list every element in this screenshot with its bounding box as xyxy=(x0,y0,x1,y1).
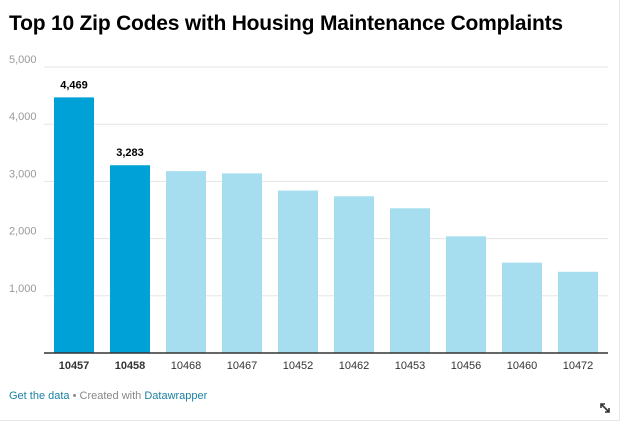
x-tick-label: 10453 xyxy=(395,360,426,372)
bar-10456 xyxy=(446,236,486,353)
datawrapper-link[interactable]: Datawrapper xyxy=(144,390,208,402)
bar-10460 xyxy=(502,262,542,353)
x-tick-label: 10460 xyxy=(507,360,538,372)
x-tick-label: 10462 xyxy=(339,360,370,372)
chart-title: Top 10 Zip Codes with Housing Maintenanc… xyxy=(9,12,563,35)
y-tick-label: 2,000 xyxy=(9,226,37,238)
y-tick-label: 4,000 xyxy=(9,111,37,123)
bar-10452 xyxy=(278,190,318,353)
bar-10458 xyxy=(110,165,150,353)
x-tick-label: 10467 xyxy=(227,360,258,372)
x-tick-label: 10457 xyxy=(59,360,90,372)
x-tick-label: 10456 xyxy=(451,360,482,372)
expand-icon[interactable] xyxy=(598,401,612,415)
x-tick-label: 10472 xyxy=(563,360,594,372)
bar-10457 xyxy=(54,97,94,353)
x-tick-label: 10468 xyxy=(171,360,202,372)
bar-10453 xyxy=(390,208,430,353)
bar-10467 xyxy=(222,173,262,353)
x-tick-label: 10458 xyxy=(115,360,146,372)
footer-separator: • Created with xyxy=(69,390,145,402)
get-data-link[interactable]: Get the data xyxy=(9,390,70,402)
data-label: 3,283 xyxy=(116,147,144,159)
data-label: 4,469 xyxy=(60,79,88,91)
bar-10462 xyxy=(334,196,374,353)
x-tick-label: 10452 xyxy=(283,360,314,372)
y-tick-label: 1,000 xyxy=(9,283,37,295)
y-tick-label: 5,000 xyxy=(9,54,37,66)
y-tick-label: 3,000 xyxy=(9,168,37,180)
bar-10468 xyxy=(166,171,206,353)
chart-footer: Get the data • Created with Datawrapper xyxy=(9,390,207,402)
bar-10472 xyxy=(558,271,598,353)
